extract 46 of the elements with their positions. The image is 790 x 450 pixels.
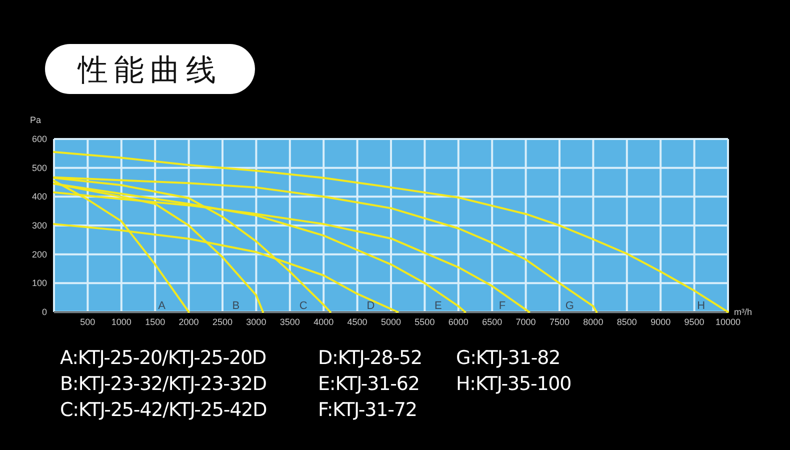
x-tick-label: 9000 — [650, 317, 671, 327]
x-tick-label: 1000 — [111, 317, 132, 327]
x-tick-label: 2000 — [178, 317, 199, 327]
y-tick-label: 500 — [32, 162, 47, 173]
text: G:KTJ-31-82 — [456, 347, 560, 369]
text: B:KTJ-23-32/KTJ-23-32D — [60, 373, 266, 395]
y-tick-label: 0 — [42, 307, 47, 317]
x-tick-label: 500 — [80, 317, 96, 327]
series-label: G — [565, 300, 574, 312]
x-tick-label: 8500 — [616, 317, 637, 327]
series-label: E — [434, 300, 442, 312]
series-label: B — [232, 300, 240, 312]
text: C:KTJ-25-42/KTJ-25-42D — [60, 399, 267, 421]
series-label: F — [498, 300, 506, 312]
series-label: H — [697, 300, 706, 312]
series-label: D — [366, 300, 375, 312]
x-axis-title: m³/h — [734, 307, 752, 317]
y-tick-label: 100 — [32, 278, 47, 288]
x-tick-label: 5000 — [380, 317, 402, 327]
x-tick-label: 6000 — [448, 317, 468, 327]
x-tick-label: 5500 — [414, 317, 435, 327]
text: F:KTJ-31-72 — [318, 399, 417, 421]
text: D:KTJ-28-52 — [318, 347, 422, 369]
chart-title: 性能曲线 — [77, 54, 222, 87]
x-tick-label: 7000 — [516, 317, 536, 327]
x-tick-label: 4000 — [314, 317, 334, 327]
x-tick-label: 1500 — [145, 317, 166, 327]
text: A:KTJ-25-20/KTJ-25-20D — [60, 347, 266, 369]
series-label: C — [299, 300, 308, 312]
x-tick-label: 4500 — [347, 317, 368, 327]
y-tick-label: 200 — [32, 249, 47, 260]
x-tick-label: 3000 — [246, 317, 266, 327]
x-tick-label: 2500 — [212, 317, 233, 327]
x-tick-label: 9500 — [684, 317, 704, 327]
text: E:KTJ-31-62 — [318, 373, 420, 395]
y-tick-label: 600 — [32, 134, 47, 144]
y-tick-label: 400 — [32, 192, 47, 202]
x-tick-label: 8000 — [583, 317, 604, 327]
x-tick-label: 6500 — [482, 317, 502, 327]
x-tick-label: 7500 — [549, 317, 570, 327]
x-tick-label: 3500 — [280, 317, 300, 327]
x-tick-label: 10000 — [715, 317, 741, 327]
series-label: A — [158, 300, 166, 312]
y-tick-label: 300 — [32, 220, 47, 230]
text: H:KTJ-35-100 — [456, 373, 572, 395]
y-axis-title: Pa — [30, 115, 42, 125]
